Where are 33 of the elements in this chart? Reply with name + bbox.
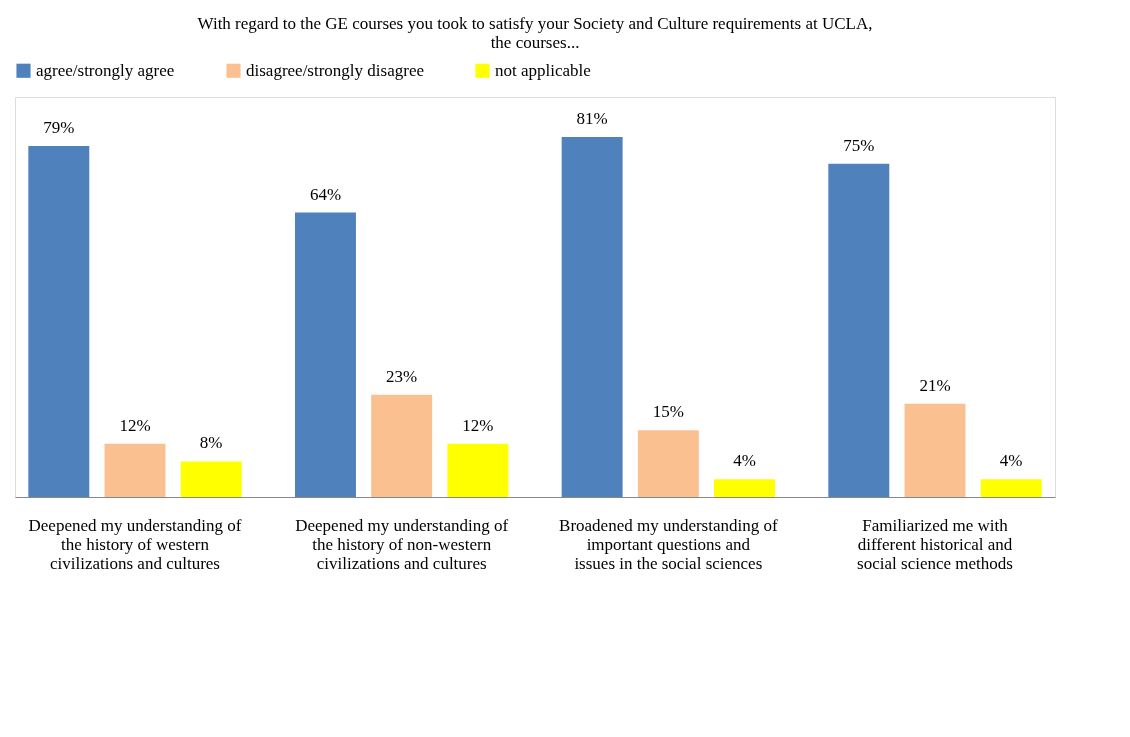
data-label: 4%	[733, 451, 756, 471]
bar	[28, 145, 90, 497]
bar	[714, 479, 775, 497]
bar	[637, 430, 699, 497]
x-tick-label: Familiarized me with different historical and social science methods	[857, 515, 1013, 573]
bar	[904, 403, 966, 497]
data-label: 12%	[462, 415, 494, 435]
x-tick-label: Deepened my understanding of the history of non-western civilizations and cultures	[295, 515, 509, 573]
legend-label: agree/strongly agree	[36, 60, 175, 80]
data-label: 4%	[999, 451, 1023, 471]
bar	[561, 137, 623, 497]
data-label: 12%	[119, 415, 151, 435]
x-tick-label: Broadened my understanding of important questions and issues in the social sciences	[559, 515, 778, 573]
bar	[980, 479, 1042, 497]
data-label: 23%	[386, 366, 418, 386]
bar	[447, 443, 509, 497]
bar	[295, 212, 356, 497]
x-tick-label: Deepened my understanding of the history of western civilizations and cultures	[28, 515, 242, 573]
text: the courses...	[490, 33, 580, 52]
bar	[180, 461, 242, 497]
bar	[371, 394, 433, 497]
data-label: 15%	[652, 402, 684, 422]
data-label: 75%	[843, 135, 875, 155]
data-label: 79%	[43, 117, 75, 137]
bar	[104, 443, 166, 497]
legend-label: disagree/strongly disagree	[246, 60, 424, 80]
text: With regard to the GE courses you took to satisfy your Society and Culture requirements at UCLA,	[197, 14, 873, 33]
data-label: 21%	[919, 375, 951, 395]
data-label: 64%	[309, 184, 342, 204]
legend-label: not applicable	[495, 60, 591, 80]
data-label: 8%	[199, 433, 223, 453]
bar	[828, 163, 890, 497]
data-label: 81%	[576, 109, 608, 128]
